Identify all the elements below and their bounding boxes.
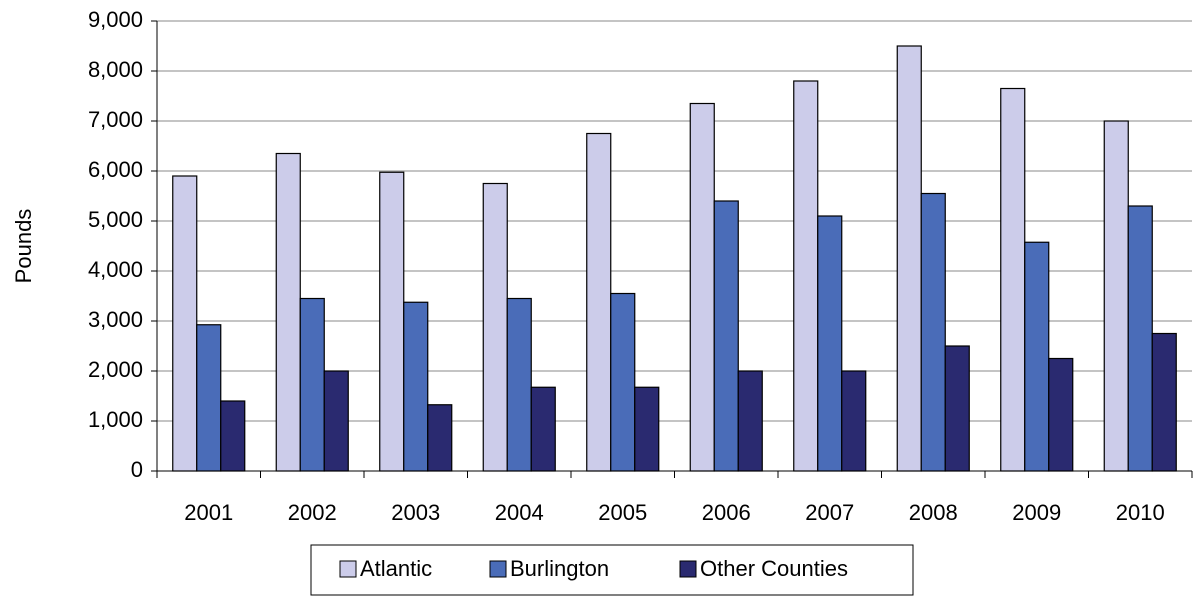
bar: [920, 192, 946, 472]
legend-swatch: [679, 560, 697, 578]
bar: [817, 215, 843, 472]
y-tick-label: 8,000: [88, 57, 143, 82]
bar: [1127, 205, 1153, 472]
y-tick-label: 2,000: [88, 357, 143, 382]
legend-swatch: [489, 560, 507, 578]
bar: [196, 324, 222, 472]
bar: [793, 80, 819, 472]
bar: [634, 386, 660, 472]
y-tick-label: 6,000: [88, 157, 143, 182]
x-tick-label: 2009: [1012, 500, 1061, 525]
y-axis-label: Pounds: [11, 209, 36, 284]
y-tick-label: 7,000: [88, 107, 143, 132]
bar: [530, 386, 556, 472]
y-tick-label: 1,000: [88, 407, 143, 432]
bar: [944, 345, 970, 472]
legend-swatch: [339, 560, 357, 578]
bar: [896, 45, 922, 472]
x-tick-label: 2002: [288, 500, 337, 525]
legend-label: Burlington: [510, 556, 609, 581]
y-tick-label: 0: [131, 457, 143, 482]
legend-label: Atlantic: [360, 556, 432, 581]
bar: [220, 400, 246, 472]
bar: [1151, 332, 1177, 472]
y-tick-label: 3,000: [88, 307, 143, 332]
x-tick-label: 2008: [909, 500, 958, 525]
x-tick-label: 2006: [702, 500, 751, 525]
bar: [379, 171, 405, 472]
bar: [841, 370, 867, 472]
x-tick-label: 2007: [805, 500, 854, 525]
y-tick-label: 9,000: [88, 7, 143, 32]
bar: [610, 292, 636, 472]
bar: [172, 175, 198, 472]
bar: [1103, 120, 1129, 472]
bar: [1048, 357, 1074, 472]
bar: [1024, 241, 1050, 472]
legend-box: [310, 544, 914, 596]
bar: [275, 152, 301, 472]
bar: [713, 200, 739, 472]
bar: [482, 182, 508, 472]
x-tick-label: 2010: [1116, 500, 1165, 525]
x-tick-label: 2003: [391, 500, 440, 525]
bar: [299, 297, 325, 472]
y-tick-label: 4,000: [88, 257, 143, 282]
bar: [1000, 87, 1026, 472]
bar: [506, 297, 532, 472]
x-tick-label: 2005: [598, 500, 647, 525]
bar: [689, 102, 715, 472]
bar: [586, 132, 612, 472]
bar: [737, 370, 763, 472]
bar: [403, 301, 429, 472]
x-tick-label: 2001: [184, 500, 233, 525]
x-tick-label: 2004: [495, 500, 544, 525]
bar: [427, 404, 453, 472]
legend-label: Other Counties: [700, 556, 848, 581]
bar: [323, 370, 349, 472]
y-tick-label: 5,000: [88, 207, 143, 232]
